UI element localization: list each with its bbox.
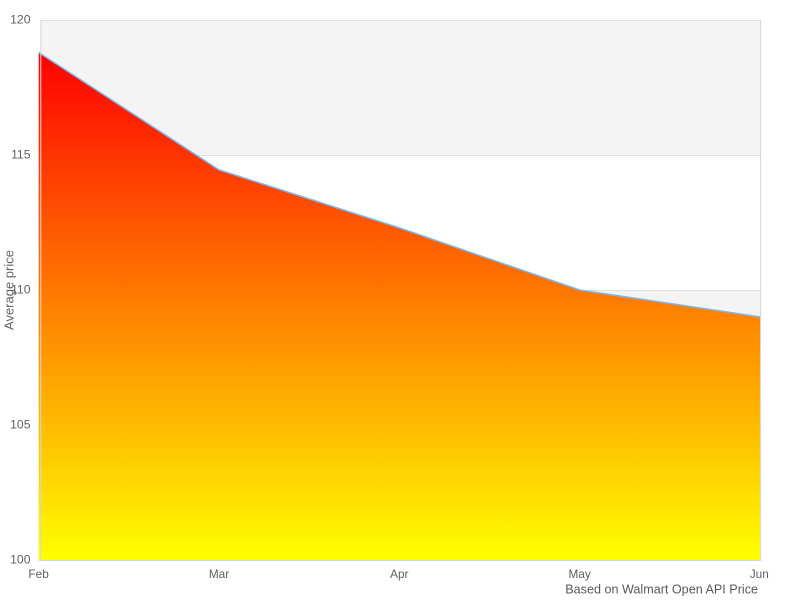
svg-text:Based on Walmart Open API Pric: Based on Walmart Open API Price <box>565 583 758 597</box>
svg-text:Jun: Jun <box>750 567 769 581</box>
svg-text:110: 110 <box>11 283 31 297</box>
svg-text:Mar: Mar <box>209 567 229 581</box>
svg-text:115: 115 <box>11 148 31 162</box>
svg-text:105: 105 <box>10 418 31 432</box>
svg-text:Apr: Apr <box>390 567 408 581</box>
svg-text:Average price: Average price <box>2 250 17 330</box>
svg-text:100: 100 <box>10 553 31 567</box>
svg-text:Feb: Feb <box>28 567 49 581</box>
svg-text:120: 120 <box>10 13 31 27</box>
svg-text:May: May <box>568 567 590 581</box>
